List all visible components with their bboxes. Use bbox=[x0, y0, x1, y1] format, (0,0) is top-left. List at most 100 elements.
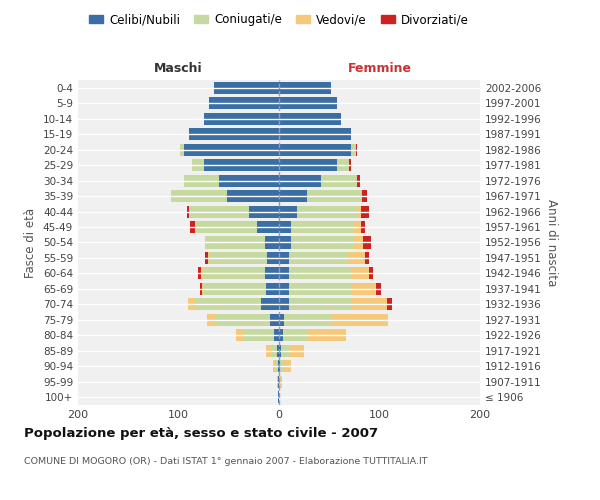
Bar bbox=[283, 330, 308, 342]
Bar bbox=[353, 236, 364, 248]
Bar bbox=[365, 252, 370, 264]
Bar bbox=[279, 221, 291, 233]
Bar bbox=[279, 345, 281, 357]
Bar bbox=[188, 128, 279, 140]
Bar bbox=[284, 314, 332, 326]
Bar bbox=[280, 376, 282, 388]
Bar bbox=[274, 330, 279, 342]
Bar bbox=[197, 268, 200, 280]
Bar bbox=[386, 298, 392, 310]
Bar bbox=[208, 252, 209, 264]
Text: Maschi: Maschi bbox=[154, 62, 203, 74]
Bar bbox=[203, 283, 266, 295]
Bar bbox=[361, 221, 365, 233]
Bar bbox=[289, 345, 304, 357]
Bar bbox=[236, 330, 244, 342]
Bar bbox=[214, 82, 279, 94]
Bar bbox=[352, 283, 376, 295]
Bar bbox=[307, 190, 362, 202]
Bar bbox=[196, 298, 261, 310]
Bar bbox=[289, 283, 352, 295]
Bar bbox=[266, 345, 272, 357]
Bar bbox=[203, 159, 279, 171]
Bar bbox=[257, 221, 279, 233]
Bar bbox=[205, 252, 208, 264]
Bar bbox=[188, 298, 196, 310]
Bar bbox=[276, 360, 278, 372]
Bar bbox=[291, 236, 353, 248]
Bar bbox=[265, 236, 279, 248]
Bar bbox=[352, 298, 386, 310]
Bar bbox=[190, 221, 194, 233]
Bar bbox=[278, 391, 279, 404]
Bar bbox=[279, 268, 289, 280]
Bar bbox=[279, 298, 289, 310]
Bar bbox=[278, 360, 279, 372]
Bar bbox=[179, 144, 184, 156]
Bar bbox=[227, 190, 279, 202]
Bar bbox=[209, 97, 279, 109]
Text: Popolazione per età, sesso e stato civile - 2007: Popolazione per età, sesso e stato civil… bbox=[24, 428, 378, 440]
Bar bbox=[205, 236, 265, 248]
Bar bbox=[279, 174, 321, 186]
Bar bbox=[279, 376, 280, 388]
Bar bbox=[270, 314, 279, 326]
Bar bbox=[244, 330, 274, 342]
Bar bbox=[184, 144, 279, 156]
Bar bbox=[265, 268, 279, 280]
Bar bbox=[194, 221, 257, 233]
Bar bbox=[279, 112, 341, 124]
Bar bbox=[200, 268, 203, 280]
Bar bbox=[200, 283, 202, 295]
Bar bbox=[272, 345, 277, 357]
Bar bbox=[279, 190, 307, 202]
Bar bbox=[279, 360, 280, 372]
Bar bbox=[279, 330, 283, 342]
Bar bbox=[266, 283, 279, 295]
Bar bbox=[277, 345, 279, 357]
Bar bbox=[278, 376, 279, 388]
Bar bbox=[356, 144, 358, 156]
Bar bbox=[353, 221, 361, 233]
Bar bbox=[279, 144, 352, 156]
Bar bbox=[289, 298, 352, 310]
Bar bbox=[279, 97, 337, 109]
Bar bbox=[347, 252, 365, 264]
Bar bbox=[215, 314, 270, 326]
Bar bbox=[349, 159, 352, 171]
Y-axis label: Fasce di età: Fasce di età bbox=[25, 208, 37, 278]
Bar bbox=[280, 360, 283, 372]
Bar bbox=[279, 206, 297, 218]
Bar bbox=[361, 206, 370, 218]
Bar bbox=[289, 252, 347, 264]
Bar bbox=[279, 159, 337, 171]
Bar bbox=[279, 236, 291, 248]
Bar bbox=[370, 268, 373, 280]
Bar bbox=[337, 159, 349, 171]
Bar bbox=[187, 206, 188, 218]
Bar bbox=[279, 128, 352, 140]
Bar bbox=[364, 236, 371, 248]
Legend: Celibi/Nubili, Coniugati/e, Vedovi/e, Divorziati/e: Celibi/Nubili, Coniugati/e, Vedovi/e, Di… bbox=[84, 8, 474, 31]
Bar bbox=[203, 268, 265, 280]
Bar bbox=[191, 159, 203, 171]
Bar bbox=[297, 206, 358, 218]
Bar bbox=[376, 283, 380, 295]
Bar bbox=[332, 314, 388, 326]
Bar bbox=[209, 252, 267, 264]
Bar bbox=[261, 298, 279, 310]
Bar bbox=[291, 221, 353, 233]
Bar bbox=[289, 268, 352, 280]
Bar bbox=[352, 268, 370, 280]
Bar bbox=[206, 314, 215, 326]
Bar bbox=[281, 345, 289, 357]
Bar bbox=[172, 190, 227, 202]
Y-axis label: Anni di nascita: Anni di nascita bbox=[545, 199, 558, 286]
Bar bbox=[279, 252, 289, 264]
Bar bbox=[218, 174, 279, 186]
Bar bbox=[277, 376, 278, 388]
Text: Femmine: Femmine bbox=[347, 62, 412, 74]
Bar bbox=[362, 190, 367, 202]
Bar bbox=[202, 283, 203, 295]
Bar bbox=[184, 174, 218, 186]
